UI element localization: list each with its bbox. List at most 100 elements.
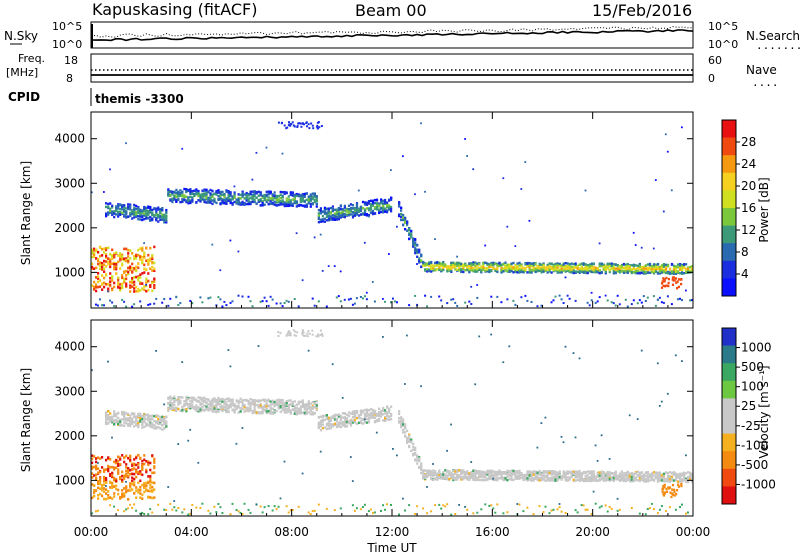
echo-cell bbox=[221, 410, 223, 412]
echo-cell bbox=[159, 427, 161, 429]
echo-cell bbox=[223, 301, 225, 303]
echo-cell bbox=[298, 408, 300, 410]
echo-cell bbox=[328, 427, 330, 429]
echo-cell bbox=[230, 240, 232, 242]
echo-cell bbox=[450, 264, 452, 266]
echo-cell bbox=[342, 397, 344, 399]
echo-cell bbox=[502, 512, 504, 514]
echo-cell bbox=[242, 194, 244, 196]
echo-cell bbox=[197, 406, 199, 408]
echo-cell bbox=[125, 481, 127, 483]
echo-cell bbox=[524, 263, 526, 265]
echo-cell bbox=[549, 268, 551, 270]
echo-cell bbox=[382, 205, 384, 207]
echo-cell bbox=[280, 197, 282, 199]
echo-cell bbox=[215, 411, 217, 413]
echo-cell bbox=[599, 272, 601, 274]
echo-cell bbox=[637, 302, 639, 304]
echo-cell bbox=[173, 199, 175, 201]
echo-cell bbox=[316, 205, 318, 207]
echo-cell bbox=[203, 199, 205, 201]
echo-cell bbox=[318, 221, 320, 223]
echo-cell bbox=[111, 437, 113, 439]
echo-cell bbox=[673, 267, 675, 269]
echo-cell bbox=[290, 403, 292, 405]
echo-cell bbox=[366, 292, 368, 294]
echo-cell bbox=[151, 472, 153, 475]
echo-cell bbox=[298, 506, 300, 508]
echo-cell bbox=[149, 462, 151, 465]
echo-cell bbox=[504, 471, 506, 473]
echo-cell bbox=[360, 296, 362, 298]
echo-cell bbox=[115, 263, 117, 266]
echo-cell bbox=[107, 206, 109, 208]
echo-cell bbox=[414, 447, 416, 449]
echo-cell bbox=[524, 161, 526, 163]
echo-cell bbox=[298, 305, 300, 307]
echo-cell bbox=[213, 398, 215, 400]
echo-cell bbox=[420, 462, 422, 464]
echo-cell bbox=[111, 255, 113, 258]
echo-cell bbox=[268, 190, 270, 192]
echo-cell bbox=[197, 462, 199, 464]
echo-cell bbox=[129, 489, 131, 492]
echo-cell bbox=[151, 454, 153, 457]
echo-cell bbox=[199, 296, 201, 298]
echo-cell bbox=[165, 509, 167, 511]
echo-cell bbox=[685, 268, 687, 270]
echo-cell bbox=[304, 205, 306, 207]
echo-cell bbox=[228, 407, 230, 409]
echo-cell bbox=[302, 205, 304, 207]
echo-cell bbox=[472, 512, 474, 514]
echo-cell bbox=[312, 193, 314, 195]
echo-cell bbox=[370, 211, 372, 213]
echo-cell bbox=[125, 419, 127, 421]
echo-cell bbox=[480, 471, 482, 473]
echo-cell bbox=[462, 476, 464, 478]
echo-cell bbox=[147, 482, 149, 485]
echo-cell bbox=[314, 199, 316, 201]
echo-cell bbox=[430, 510, 432, 512]
echo-cell bbox=[183, 404, 185, 406]
echo-cell bbox=[105, 206, 107, 208]
echo-cell bbox=[488, 477, 490, 479]
echo-cell bbox=[234, 196, 236, 198]
echo-cell bbox=[300, 201, 302, 203]
echo-cell bbox=[426, 512, 428, 514]
echo-cell bbox=[386, 202, 388, 204]
echo-cell bbox=[529, 479, 531, 481]
echo-cell bbox=[412, 244, 414, 246]
echo-cell bbox=[332, 425, 334, 427]
echo-cell bbox=[344, 418, 346, 420]
echo-cell bbox=[121, 475, 123, 478]
echo-cell bbox=[167, 403, 169, 405]
echo-cell bbox=[252, 305, 254, 307]
echo-cell bbox=[551, 267, 553, 269]
echo-cell bbox=[185, 396, 187, 398]
echo-cell bbox=[380, 413, 382, 415]
echo-cell bbox=[510, 474, 512, 476]
echo-cell bbox=[141, 494, 143, 497]
echo-cell bbox=[228, 404, 230, 406]
echo-cell bbox=[151, 219, 153, 221]
echo-cell bbox=[97, 510, 99, 512]
echo-cell bbox=[223, 406, 225, 408]
echo-cell bbox=[320, 212, 322, 214]
echo-cell bbox=[230, 202, 232, 204]
echo-cell bbox=[240, 202, 242, 204]
echo-cell bbox=[314, 305, 316, 307]
echo-cell bbox=[422, 507, 424, 509]
echo-cell bbox=[402, 429, 404, 431]
echo-cell bbox=[137, 491, 139, 494]
echo-cell bbox=[516, 475, 518, 477]
echo-cell bbox=[388, 253, 390, 255]
echo-cell bbox=[203, 400, 205, 402]
echo-cell bbox=[668, 282, 670, 284]
echo-cell bbox=[141, 460, 143, 463]
echo-cell bbox=[418, 251, 420, 253]
echo-cell bbox=[280, 498, 282, 500]
echo-cell bbox=[470, 286, 472, 288]
echo-cell bbox=[103, 191, 105, 193]
echo-cell bbox=[135, 254, 137, 257]
echo-cell bbox=[145, 280, 147, 283]
